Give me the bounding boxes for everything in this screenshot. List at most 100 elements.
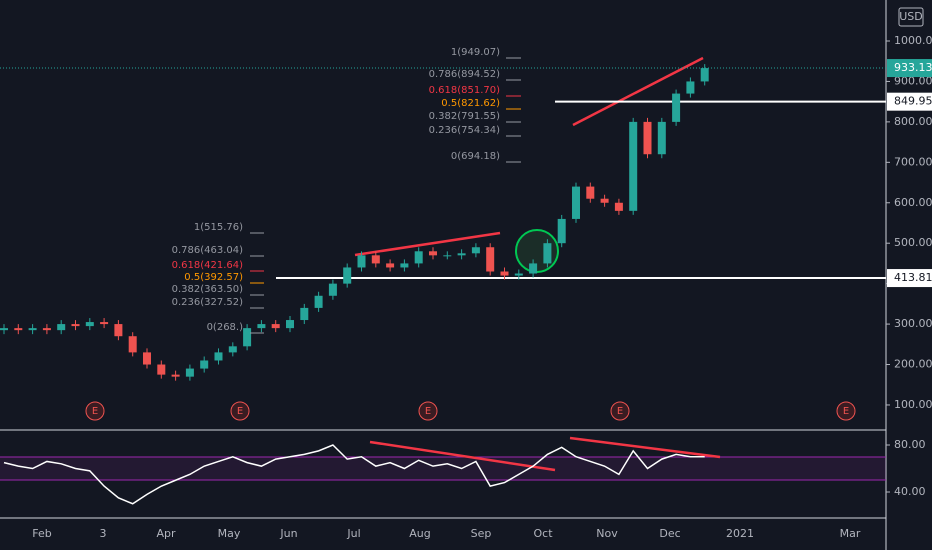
currency-box	[898, 7, 924, 27]
candle-body	[386, 263, 395, 268]
price-label: 933.13	[894, 61, 932, 74]
price-tick-label: 700.00	[894, 155, 932, 168]
candle-body	[486, 247, 495, 272]
price-label-box	[887, 59, 932, 78]
candle-body	[214, 352, 223, 361]
fib-label: 1(515.76)	[194, 222, 243, 233]
rsi-band-fill	[0, 457, 886, 480]
price-label-box	[887, 92, 932, 111]
candle-body	[343, 267, 352, 284]
fib-label: 0.786(463.04)	[172, 245, 244, 256]
candle-body	[471, 247, 480, 254]
candle-body	[600, 198, 609, 203]
price-tick-label: 200.00	[894, 358, 932, 371]
fib-label: 0.382(363.50)	[172, 284, 244, 295]
fib-label: 0.236(754.34)	[429, 125, 501, 136]
candle-body	[614, 202, 623, 211]
time-label: 3	[100, 527, 107, 540]
trend-lines	[354, 56, 721, 472]
candle-body	[300, 307, 309, 321]
price-tick-label: 100.00	[894, 398, 932, 411]
fib-label: 0(694.18)	[451, 151, 500, 162]
price-tick-label: 300.00	[894, 317, 932, 330]
price-tick-label: 500.00	[894, 236, 932, 249]
earnings-marker	[836, 401, 856, 421]
candle-body	[14, 328, 23, 331]
candle-body	[57, 324, 66, 331]
candle-body	[500, 271, 509, 276]
fib-label: 0.5(392.57)	[184, 272, 243, 283]
time-label: Apr	[156, 527, 176, 540]
candle-body	[114, 324, 123, 337]
candle-body	[400, 263, 409, 268]
candle-body	[457, 253, 466, 256]
rsi-tick-label: 80.00	[894, 438, 926, 451]
candle-body	[314, 295, 323, 308]
candle-body	[443, 255, 452, 257]
candle-body	[357, 255, 366, 268]
price-tick-label: 1000.00	[894, 34, 932, 47]
time-label: Jun	[279, 527, 297, 540]
fib-label: 0.236(327.52)	[172, 297, 244, 308]
price-tick-label: 600.00	[894, 196, 932, 209]
candle-body	[85, 322, 94, 327]
candle-body	[42, 328, 51, 331]
candle-body	[514, 273, 523, 276]
candle-body	[171, 374, 180, 377]
earnings-marker	[85, 401, 105, 421]
candle-body	[429, 251, 437, 256]
fib-label: 0.618(851.70)	[429, 85, 501, 96]
candle-body	[143, 352, 151, 365]
candle-body	[529, 263, 538, 274]
price-label-box	[887, 269, 932, 288]
candle-body	[286, 320, 294, 329]
candle-body	[128, 336, 137, 353]
fib-label: 1(949.07)	[451, 47, 500, 58]
time-label: 2021	[726, 527, 754, 540]
currency: USD	[899, 10, 923, 23]
earnings-label: E	[92, 406, 98, 417]
earnings-label: E	[237, 406, 243, 417]
price-label: 849.95	[894, 95, 932, 108]
candle-body	[572, 186, 580, 219]
earnings-marker	[418, 401, 438, 421]
candle-body	[271, 324, 280, 329]
candle-body	[414, 251, 423, 264]
candle-body	[200, 360, 209, 369]
rsi-tick-label: 40.00	[894, 485, 926, 498]
candle-body	[243, 328, 252, 347]
rsi-line	[3, 444, 705, 505]
fib-label: 0.5(821.62)	[441, 98, 500, 109]
fib-label: 0.618(421.64)	[172, 260, 244, 271]
price-tick-label: 900.00	[894, 74, 932, 87]
candle-body	[100, 322, 109, 325]
candle-body	[0, 328, 8, 331]
time-label: Oct	[533, 527, 553, 540]
price-label: 413.81	[894, 271, 932, 284]
time-label: Jul	[346, 527, 360, 540]
earnings-label: E	[425, 406, 431, 417]
time-label: Feb	[32, 527, 51, 540]
time-label: May	[218, 527, 241, 540]
time-label: Mar	[840, 527, 861, 540]
candle-body	[328, 283, 337, 296]
time-label: Dec	[659, 527, 680, 540]
candle-body	[629, 121, 638, 211]
candle-body	[557, 218, 566, 244]
candle-body	[672, 93, 681, 122]
earnings-label: E	[843, 406, 849, 417]
earnings-marker	[610, 401, 630, 421]
candle-body	[657, 121, 666, 155]
candle-body	[185, 368, 194, 377]
candle-body	[586, 186, 595, 199]
time-label: Sep	[471, 527, 492, 540]
fib-label: 0(268.)	[207, 322, 244, 333]
candle-body	[543, 243, 552, 264]
candle-body	[228, 346, 237, 353]
candle-body	[371, 255, 380, 264]
time-label: Aug	[409, 527, 430, 540]
fib-label: 0.786(894.52)	[429, 69, 501, 80]
fib-label: 0.382(791.55)	[429, 111, 501, 122]
